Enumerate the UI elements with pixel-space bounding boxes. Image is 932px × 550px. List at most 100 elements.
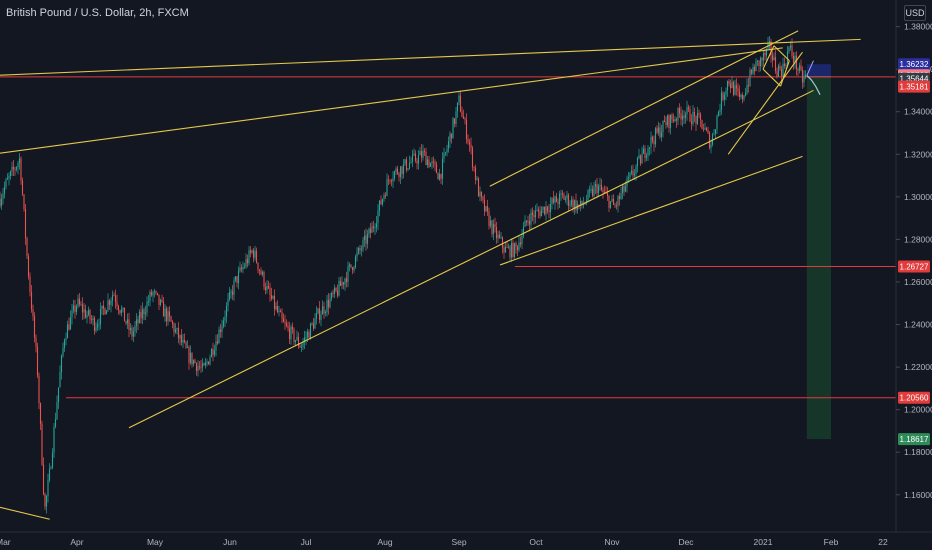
- candle-body: [591, 189, 594, 196]
- candle-body: [687, 107, 690, 109]
- candle-body: [87, 310, 90, 315]
- candle-body: [621, 185, 624, 194]
- candle-body: [377, 210, 379, 224]
- candle-body: [389, 180, 391, 182]
- time-tick-label: Oct: [529, 537, 543, 547]
- candle-body: [111, 295, 114, 301]
- candle-body: [14, 169, 16, 171]
- trendline[interactable]: [780, 60, 790, 87]
- candle-body: [596, 184, 598, 193]
- candle-body: [729, 84, 732, 89]
- candle-body: [477, 178, 480, 197]
- candle-body: [384, 195, 387, 196]
- candle-body: [471, 147, 474, 168]
- candle-body: [134, 325, 136, 332]
- candle-body: [236, 276, 238, 284]
- candle-body: [458, 95, 460, 103]
- trendlines: [0, 30, 861, 520]
- candle-body: [267, 286, 270, 289]
- candle-body: [743, 95, 745, 100]
- candle-body: [165, 308, 168, 322]
- candle-body: [104, 308, 106, 315]
- candle-body: [350, 264, 352, 268]
- candle-body: [665, 122, 667, 126]
- candle-body: [0, 199, 3, 206]
- candle-body: [164, 308, 166, 317]
- candle-body: [189, 352, 192, 363]
- candle-body: [96, 324, 99, 328]
- candle-body: [243, 266, 246, 268]
- candle-body: [803, 76, 805, 83]
- candle-body: [575, 200, 577, 211]
- candle-body: [642, 148, 645, 154]
- candle-body: [159, 299, 162, 305]
- candle-body: [530, 212, 532, 225]
- candle-body: [311, 323, 313, 325]
- trendline[interactable]: [0, 505, 50, 520]
- candle-body: [566, 194, 568, 199]
- take-profit-zone[interactable]: [806, 76, 831, 440]
- trendline[interactable]: [762, 68, 781, 87]
- candle-body: [291, 326, 294, 330]
- candle-body: [545, 206, 547, 215]
- candle-body: [641, 153, 643, 164]
- candle-body: [531, 212, 534, 216]
- candle-body: [365, 235, 367, 244]
- candle-body: [410, 161, 412, 163]
- candle-body: [744, 93, 747, 96]
- candle-body: [359, 247, 361, 250]
- candle-body: [638, 155, 640, 159]
- candle-body: [675, 119, 678, 121]
- candle-body: [438, 173, 441, 180]
- candle-body: [611, 198, 613, 202]
- trendline[interactable]: [762, 45, 775, 70]
- candle-body: [770, 41, 772, 56]
- candle-body: [89, 310, 91, 320]
- trendline[interactable]: [128, 89, 814, 429]
- candle-body: [455, 111, 457, 125]
- trendline[interactable]: [0, 38, 861, 76]
- candle-body: [725, 90, 727, 95]
- candle-body: [284, 322, 286, 324]
- candle-body: [564, 198, 567, 200]
- candle-body: [131, 328, 133, 337]
- currency-button[interactable]: USD: [904, 5, 926, 21]
- candle-body: [72, 305, 75, 311]
- projection-path[interactable]: [806, 75, 821, 95]
- trendline[interactable]: [489, 30, 799, 187]
- candle-body: [612, 198, 615, 205]
- trendline[interactable]: [727, 51, 803, 155]
- candle-body: [266, 286, 268, 291]
- candle-body: [141, 309, 144, 319]
- time-tick-label: 22: [878, 537, 888, 547]
- candle-body: [113, 295, 115, 297]
- projection-up-leg[interactable]: [806, 60, 814, 76]
- candle-body: [486, 206, 489, 212]
- candle-body: [86, 314, 88, 318]
- time-axis[interactable]: Mar Apr May Jun Jul Aug Sep Oct Nov Dec 2021 Feb 22: [0, 537, 888, 547]
- candle-body: [509, 246, 511, 258]
- candle-body: [440, 173, 442, 179]
- candle-body: [240, 267, 243, 270]
- trendline[interactable]: [773, 45, 790, 62]
- candle-body: [288, 328, 291, 340]
- candle-body: [416, 160, 418, 164]
- candle-body: [27, 256, 30, 277]
- candle-body: [785, 64, 787, 67]
- trendline[interactable]: [0, 47, 783, 154]
- position-zones: [806, 64, 831, 440]
- time-tick-label: Aug: [377, 537, 392, 547]
- candle-body: [746, 85, 748, 94]
- candle-body: [56, 402, 58, 420]
- candle-body: [261, 272, 264, 275]
- candle-body: [345, 278, 348, 282]
- stop-loss-zone[interactable]: [806, 64, 831, 77]
- candle-body: [741, 94, 744, 100]
- candle-body: [618, 196, 621, 199]
- candle-body: [710, 144, 712, 148]
- candle-body: [512, 242, 514, 257]
- time-tick-label: Apr: [70, 537, 83, 547]
- price-label-badge: [898, 58, 930, 71]
- trendline[interactable]: [499, 155, 803, 266]
